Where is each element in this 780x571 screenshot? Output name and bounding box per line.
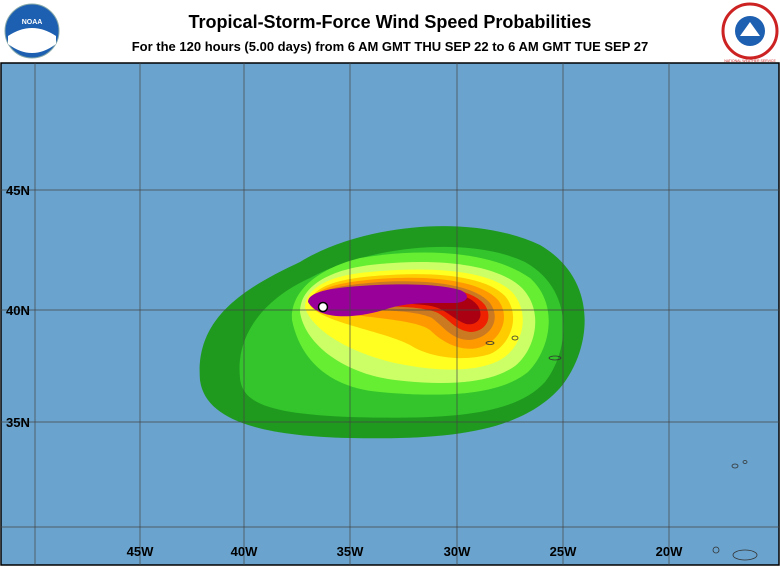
subtitle: For the 120 hours (5.00 days) from 6 AM … (132, 39, 649, 54)
lon-label: 30W (444, 544, 471, 559)
lat-label: 40N (6, 303, 30, 318)
noaa-logo-wave (8, 28, 56, 53)
map: 45N 40N 35N 45W 40W 35W 30W 25W 20W (0, 62, 780, 566)
graticule (1, 63, 779, 565)
lon-label: 35W (337, 544, 364, 559)
nws-logo-icon (740, 22, 760, 36)
lat-labels: 45N 40N 35N (6, 183, 30, 430)
noaa-logo-text: NOAA (22, 19, 43, 26)
nws-logo-text: NATIONAL WEATHER SERVICE (724, 59, 776, 63)
header: NOAA Tropical-Storm-Force Wind Speed Pro… (4, 2, 779, 63)
lon-label: 45W (127, 544, 154, 559)
lat-label: 35N (6, 415, 30, 430)
title: Tropical-Storm-Force Wind Speed Probabil… (189, 12, 592, 32)
lon-label: 20W (656, 544, 683, 559)
storm-position (317, 301, 329, 313)
lon-label: 40W (231, 544, 258, 559)
lon-labels: 45W 40W 35W 30W 25W 20W (127, 544, 683, 559)
lat-label: 45N (6, 183, 30, 198)
islands (485, 335, 758, 561)
prob-100 (308, 284, 467, 317)
lon-label: 25W (550, 544, 577, 559)
